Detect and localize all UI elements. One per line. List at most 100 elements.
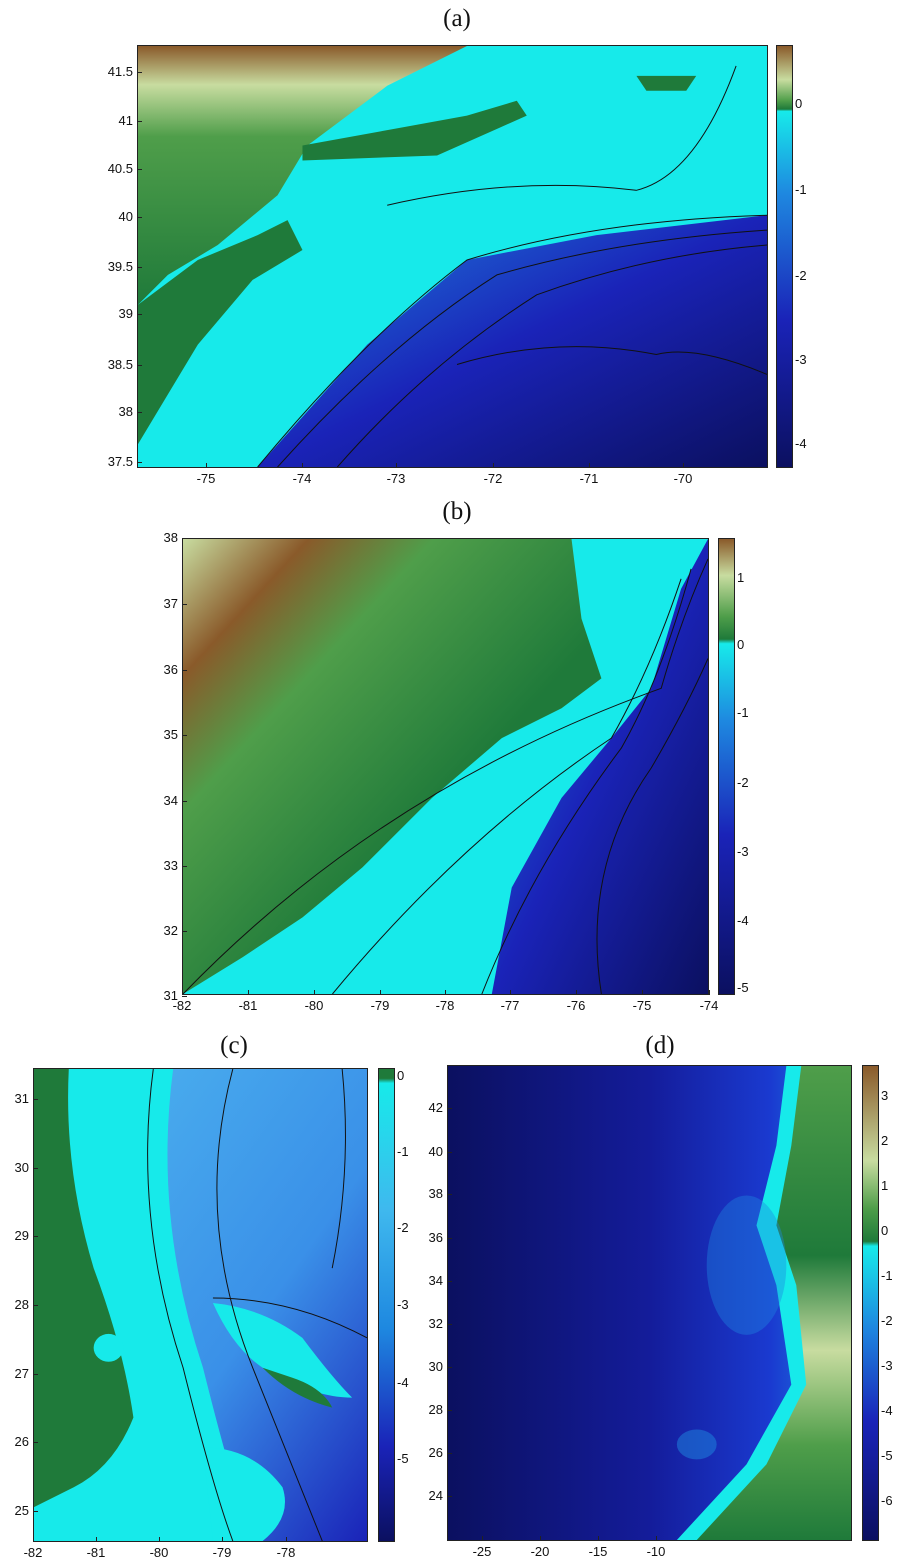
x-tick-label: -79 [212,1545,232,1560]
panel-d-colorbar [862,1065,879,1541]
colorbar-tick-label: -5 [397,1451,409,1466]
y-tick-label: 40.5 [107,161,133,176]
x-tick-mark [206,463,207,468]
y-tick-label: 41 [118,113,133,128]
y-tick-label: 30 [14,1160,29,1175]
y-tick-mark [447,1108,452,1109]
x-tick-label: -81 [238,998,258,1013]
y-tick-label: 39.5 [107,259,133,274]
y-tick-mark [137,72,142,73]
colorbar-tick-label: -4 [397,1375,409,1390]
y-tick-label: 30 [428,1359,443,1374]
y-tick-mark [447,1410,452,1411]
y-tick-label: 31 [163,988,178,1003]
y-tick-label: 32 [428,1316,443,1331]
x-tick-label: -73 [386,471,406,486]
y-tick-label: 28 [14,1297,29,1312]
colorbar-tick-label: -1 [737,705,749,720]
y-tick-label: 38 [118,404,133,419]
colorbar-tick-label: -1 [881,1268,893,1283]
colorbar-tick-label: -1 [397,1144,409,1159]
y-tick-label: 32 [163,923,178,938]
y-tick-mark [33,1168,38,1169]
colorbar-tick-label: -5 [737,980,749,995]
x-tick-mark [642,990,643,995]
x-tick-label: -10 [646,1544,666,1559]
panel-a-map [137,45,768,468]
y-tick-mark [182,604,187,605]
y-tick-mark [182,931,187,932]
x-tick-mark [302,463,303,468]
y-tick-mark [182,670,187,671]
x-tick-label: -70 [673,471,693,486]
y-tick-mark [447,1238,452,1239]
x-tick-mark [656,1536,657,1541]
colorbar-tick-label: -1 [795,182,807,197]
land-area [696,1066,851,1540]
x-tick-label: -80 [149,1545,169,1560]
y-tick-mark [182,538,187,539]
y-tick-label: 38 [428,1186,443,1201]
y-tick-mark [33,1374,38,1375]
x-tick-mark [248,990,249,995]
y-tick-label: 38 [163,530,178,545]
colorbar-tick-label: 0 [737,637,745,652]
x-tick-label: -25 [472,1544,492,1559]
y-tick-label: 36 [428,1230,443,1245]
y-tick-mark [33,1511,38,1512]
y-tick-mark [447,1496,452,1497]
y-tick-label: 34 [163,793,178,808]
colorbar-tick-label: 1 [881,1178,889,1193]
y-tick-label: 25 [14,1503,29,1518]
y-tick-label: 41.5 [107,64,133,79]
y-tick-mark [447,1152,452,1153]
y-tick-mark [447,1453,452,1454]
x-tick-label: -78 [435,998,455,1013]
panel-c-colorbar [378,1068,395,1542]
colorbar-tick-label: 0 [881,1223,889,1238]
y-tick-mark [33,1442,38,1443]
y-tick-mark [182,801,187,802]
colorbar-tick-label: -2 [795,268,807,283]
x-tick-mark [182,990,183,995]
x-tick-label: -72 [483,471,503,486]
panel-d-map [447,1065,852,1541]
panel-a-label: (a) [443,5,471,32]
deep-ocean-area [257,215,767,467]
x-tick-label: -71 [579,471,599,486]
colorbar-tick-label: -4 [737,913,749,928]
y-tick-mark [33,1305,38,1306]
x-tick-mark [286,1537,287,1542]
colorbar-tick-label: -4 [795,436,807,451]
y-tick-label: 33 [163,858,178,873]
y-tick-label: 42 [428,1100,443,1115]
colorbar-tick-label: -6 [881,1493,893,1508]
y-tick-mark [447,1324,452,1325]
y-tick-label: 38.5 [107,357,133,372]
colorbar-tick-label: -3 [737,844,749,859]
x-tick-mark [709,990,710,995]
x-tick-label: -74 [699,998,719,1013]
colorbar-tick-label: -3 [795,352,807,367]
y-tick-mark [33,1236,38,1237]
y-tick-mark [447,1194,452,1195]
colorbar-tick-label: 0 [795,96,803,111]
x-tick-mark [493,463,494,468]
y-tick-mark [447,1281,452,1282]
y-tick-label: 31 [14,1091,29,1106]
x-tick-mark [33,1537,34,1542]
x-tick-label: -82 [23,1545,43,1560]
colorbar-tick-label: -5 [881,1448,893,1463]
x-tick-label: -15 [588,1544,608,1559]
x-tick-label: -76 [566,998,586,1013]
x-tick-mark [222,1537,223,1542]
panel-c-map [33,1068,368,1542]
x-tick-label: -80 [304,998,324,1013]
colorbar-tick-label: 2 [881,1133,889,1148]
y-tick-mark [182,866,187,867]
y-tick-mark [137,169,142,170]
x-tick-label: -79 [370,998,390,1013]
y-tick-label: 34 [428,1273,443,1288]
colorbar-tick-label: 1 [737,570,745,585]
x-tick-mark [540,1536,541,1541]
